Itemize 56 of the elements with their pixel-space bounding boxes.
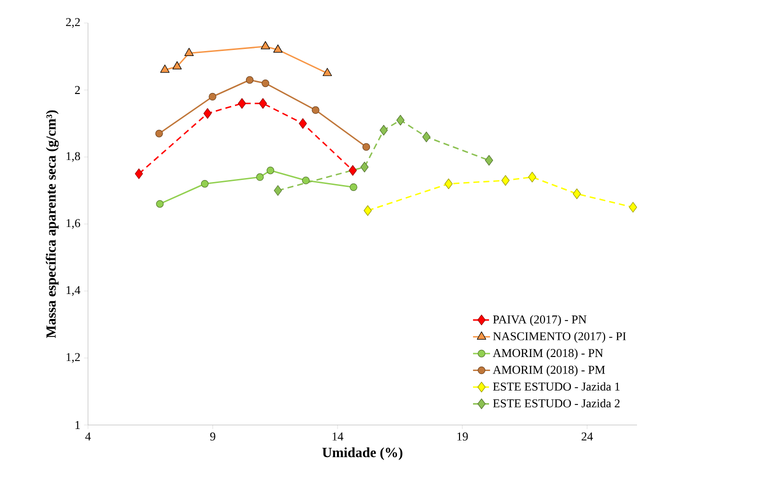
point bbox=[362, 143, 370, 151]
point bbox=[273, 44, 283, 53]
point bbox=[200, 180, 209, 188]
point bbox=[274, 185, 282, 196]
point bbox=[528, 172, 536, 182]
point bbox=[266, 166, 274, 174]
point bbox=[160, 64, 170, 73]
point bbox=[312, 106, 320, 114]
point bbox=[156, 200, 164, 208]
point bbox=[364, 205, 372, 216]
point bbox=[256, 173, 264, 181]
point bbox=[260, 41, 270, 50]
point bbox=[484, 155, 494, 166]
point bbox=[172, 61, 182, 70]
point bbox=[298, 118, 307, 129]
y-axis-title: Massa específica aparente seca (g/cm³) bbox=[46, 110, 59, 338]
legend-label: NASCIMENTO (2017) - PI bbox=[493, 332, 626, 343]
legend-label: PAIVA (2017) - PN bbox=[493, 315, 586, 326]
point bbox=[628, 202, 638, 213]
point bbox=[238, 98, 246, 109]
point bbox=[246, 76, 254, 84]
y-tick-label: 1,4 bbox=[66, 286, 80, 296]
legend-label: AMORIM (2018) - PN bbox=[492, 348, 604, 360]
y-tick-label: 2 bbox=[75, 86, 80, 94]
y-tick-label: 1,6 bbox=[66, 219, 80, 229]
point bbox=[348, 165, 357, 176]
point bbox=[572, 188, 581, 200]
point bbox=[501, 175, 510, 186]
point bbox=[262, 79, 270, 88]
point bbox=[302, 176, 310, 184]
legend-label: ESTE ESTUDO - Jazida 1 bbox=[493, 382, 620, 391]
point bbox=[203, 108, 212, 119]
point bbox=[422, 132, 430, 142]
point bbox=[396, 114, 404, 126]
point bbox=[350, 183, 358, 191]
point bbox=[380, 124, 388, 136]
legend-label: AMORIM (2018) - PM bbox=[492, 365, 605, 376]
point bbox=[155, 130, 163, 138]
y-tick-label: 1,8 bbox=[66, 152, 80, 162]
point bbox=[208, 92, 216, 100]
point bbox=[322, 68, 332, 76]
point bbox=[184, 48, 194, 56]
x-tick-label: 19 bbox=[457, 432, 468, 441]
x-tick-label: 14 bbox=[332, 432, 344, 440]
y-tick-label: 1,2 bbox=[66, 353, 80, 363]
point bbox=[134, 168, 143, 180]
legend-label: ESTE ESTUDO - Jazida 2 bbox=[493, 398, 620, 408]
x-tick-label: 9 bbox=[210, 432, 216, 441]
point bbox=[258, 98, 267, 109]
x-tick-label: 4 bbox=[85, 432, 91, 440]
point bbox=[360, 162, 369, 172]
y-tick-label: 1 bbox=[76, 421, 80, 429]
x-axis-title: Umidade (%) bbox=[322, 447, 402, 460]
point bbox=[444, 178, 453, 190]
y-tick-label: 2,2 bbox=[66, 18, 80, 28]
x-tick-label: 24 bbox=[582, 432, 593, 440]
